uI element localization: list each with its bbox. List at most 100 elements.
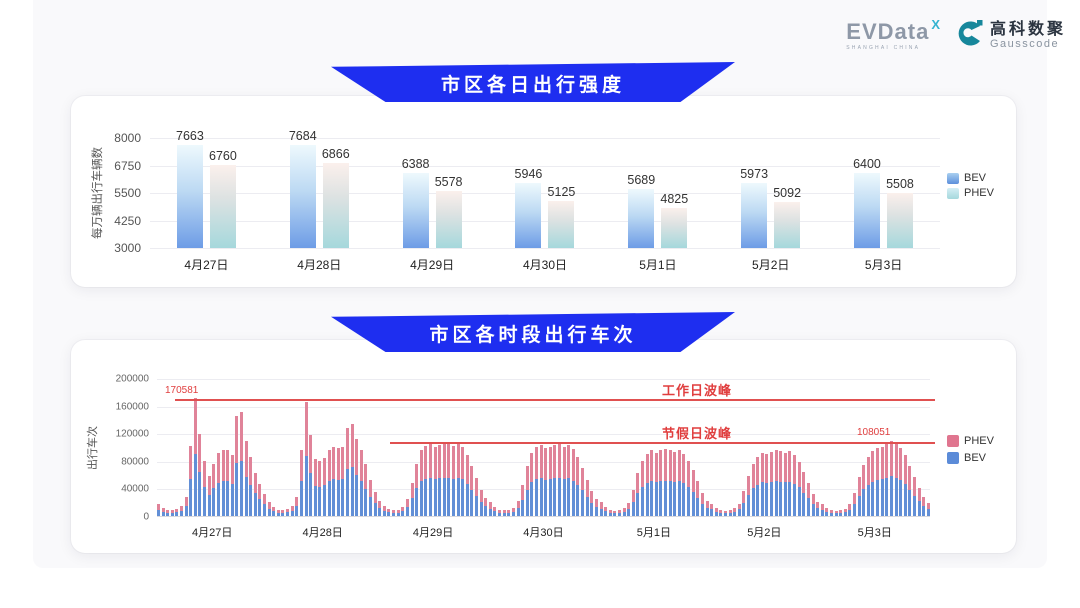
- phev-segment: [369, 480, 373, 497]
- phev-segment: [853, 493, 857, 504]
- date-label: 5月2日: [752, 258, 790, 272]
- bev-segment: [627, 509, 631, 516]
- phev-segment: [175, 509, 179, 512]
- phev-segment: [221, 450, 225, 481]
- legend-item-phev[interactable]: PHEV: [947, 187, 994, 199]
- legend-item-bev[interactable]: BEV: [947, 172, 994, 184]
- chart2-stacked-bars: [157, 379, 930, 516]
- phev-segment: [230, 455, 234, 484]
- hour-stacked-bar: [290, 506, 294, 516]
- bev-bar-fill: [741, 183, 768, 248]
- phev-segment: [558, 444, 562, 478]
- bev-segment: [415, 488, 419, 516]
- phev-segment: [392, 510, 396, 513]
- bev-segment: [461, 479, 465, 516]
- phev-segment: [180, 506, 184, 511]
- phev-segment: [857, 477, 861, 496]
- bev-segment: [737, 509, 741, 516]
- bev-segment: [562, 479, 566, 516]
- date-label: 4月28日: [297, 258, 342, 272]
- phev-segment: [659, 450, 663, 481]
- bev-segment: [797, 487, 801, 516]
- hour-stacked-bar: [571, 449, 575, 516]
- phev-segment: [401, 507, 405, 511]
- hour-stacked-bar: [309, 435, 313, 516]
- phev-segment: [788, 451, 792, 482]
- hour-stacked-bar: [816, 502, 820, 516]
- gausscode-en-name: Gausscode: [989, 37, 1060, 50]
- y-tick-label: 160000: [115, 401, 149, 413]
- bev-segment: [691, 492, 695, 516]
- bev-segment: [336, 480, 340, 516]
- bev-segment: [272, 511, 276, 516]
- hour-stacked-bar: [157, 504, 160, 516]
- hour-stacked-bar: [461, 447, 465, 516]
- hour-stacked-bar: [770, 452, 774, 516]
- phev-segment: [806, 483, 810, 498]
- hour-stacked-bar: [558, 444, 562, 516]
- phev-segment: [793, 455, 797, 484]
- hour-stacked-bar: [258, 484, 262, 516]
- bev-segment: [488, 509, 492, 516]
- phev-segment: [253, 473, 257, 493]
- bar-group: 5973 5092: [740, 167, 801, 248]
- workday-peak-value: 170581: [165, 385, 199, 396]
- bev-segment: [244, 477, 248, 516]
- bev-segment: [793, 484, 797, 516]
- legend-item-bev[interactable]: BEV: [947, 452, 994, 464]
- hour-stacked-bar: [539, 445, 543, 516]
- gridline: [150, 248, 940, 249]
- bev-segment: [475, 496, 479, 516]
- holiday-peak-line: [390, 442, 935, 444]
- phev-swatch-icon: [947, 187, 959, 199]
- hour-stacked-bar: [249, 457, 253, 516]
- bev-segment: [876, 480, 880, 516]
- phev-segment: [396, 510, 400, 513]
- hour-stacked-bar: [392, 510, 396, 516]
- phev-segment: [507, 510, 511, 513]
- bev-segment: [774, 481, 778, 516]
- phev-segment: [193, 398, 197, 454]
- hour-stacked-bar: [253, 473, 257, 516]
- bev-segment: [894, 478, 898, 516]
- phev-segment: [714, 508, 718, 512]
- bev-segment: [401, 511, 405, 516]
- hour-stacked-bar: [862, 465, 866, 516]
- bev-swatch-icon: [947, 452, 959, 464]
- bev-segment: [765, 483, 769, 516]
- phev-segment: [364, 464, 368, 489]
- hour-stacked-bar: [424, 446, 428, 516]
- y-tick-label: 8000: [114, 131, 141, 145]
- bar-value-label: 5973: [740, 167, 769, 181]
- hour-stacked-bar: [751, 464, 755, 516]
- bev-segment: [645, 483, 649, 516]
- phev-segment: [599, 502, 603, 509]
- date-label: 5月1日: [636, 527, 672, 539]
- bev-segment: [442, 478, 446, 516]
- holiday-peak-value: 108051: [857, 427, 891, 438]
- phev-segment: [636, 473, 640, 493]
- hour-stacked-bar: [640, 461, 644, 516]
- hour-stacked-bar: [839, 510, 843, 516]
- bev-segment: [751, 488, 755, 516]
- phev-segment: [272, 507, 276, 511]
- hour-stacked-bar: [756, 457, 760, 516]
- hour-stacked-bar: [170, 510, 174, 516]
- phev-segment: [295, 497, 299, 506]
- phev-segment: [770, 452, 774, 482]
- bev-segment: [452, 479, 455, 516]
- bev-segment: [221, 481, 225, 516]
- phev-segment: [479, 490, 483, 502]
- bev-segment: [714, 512, 718, 516]
- phev-segment: [912, 477, 916, 496]
- bev-segment: [447, 478, 451, 516]
- hour-stacked-bar: [166, 510, 170, 516]
- phev-segment: [839, 510, 843, 513]
- bev-segment: [608, 513, 612, 516]
- legend-item-phev[interactable]: PHEV: [947, 435, 994, 447]
- phev-segment: [640, 461, 644, 487]
- bev-segment: [590, 503, 594, 516]
- bev-segment: [359, 481, 363, 516]
- phev-segment: [820, 504, 824, 510]
- hour-stacked-bar: [848, 504, 852, 516]
